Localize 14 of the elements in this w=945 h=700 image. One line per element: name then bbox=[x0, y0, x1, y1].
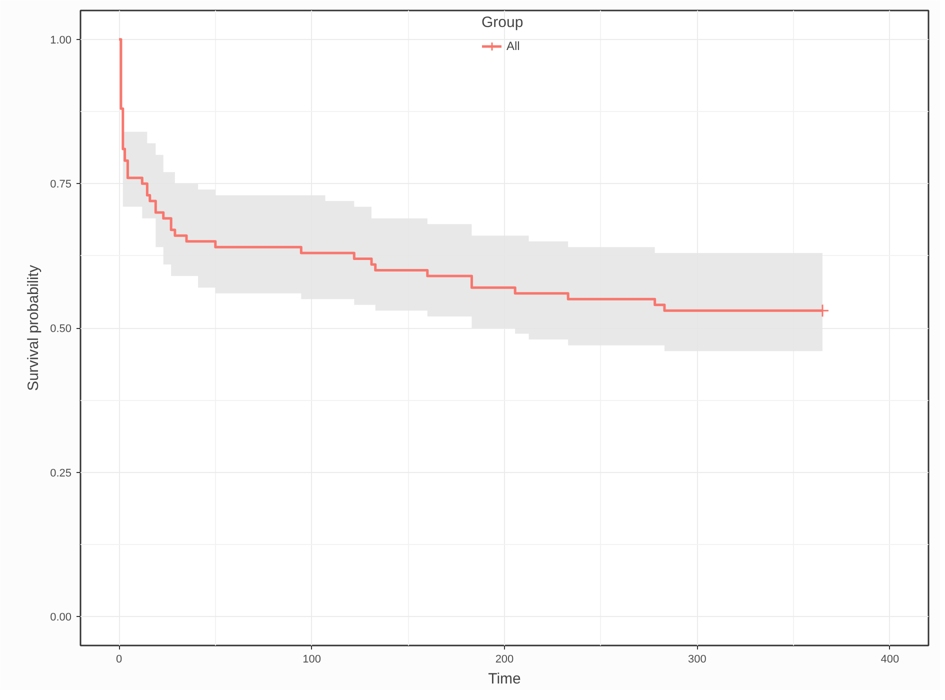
y-tick-label: 0.75 bbox=[50, 178, 72, 191]
x-axis-title: Time bbox=[488, 670, 521, 688]
x-tick-label: 0 bbox=[116, 654, 122, 666]
y-tick-label: 1.00 bbox=[50, 34, 72, 46]
x-tick-label: 200 bbox=[495, 654, 514, 666]
x-tick-label: 100 bbox=[302, 654, 321, 666]
y-tick-label: 0.00 bbox=[50, 612, 72, 624]
y-tick-label: 0.25 bbox=[50, 467, 72, 480]
y-axis-title: Survival probability bbox=[25, 264, 42, 391]
x-tick-label: 400 bbox=[880, 654, 900, 666]
legend-label: All bbox=[506, 39, 521, 53]
legend-title: Group bbox=[482, 14, 524, 31]
y-tick-label: 0.50 bbox=[50, 323, 72, 335]
x-tick-label: 300 bbox=[688, 654, 706, 666]
